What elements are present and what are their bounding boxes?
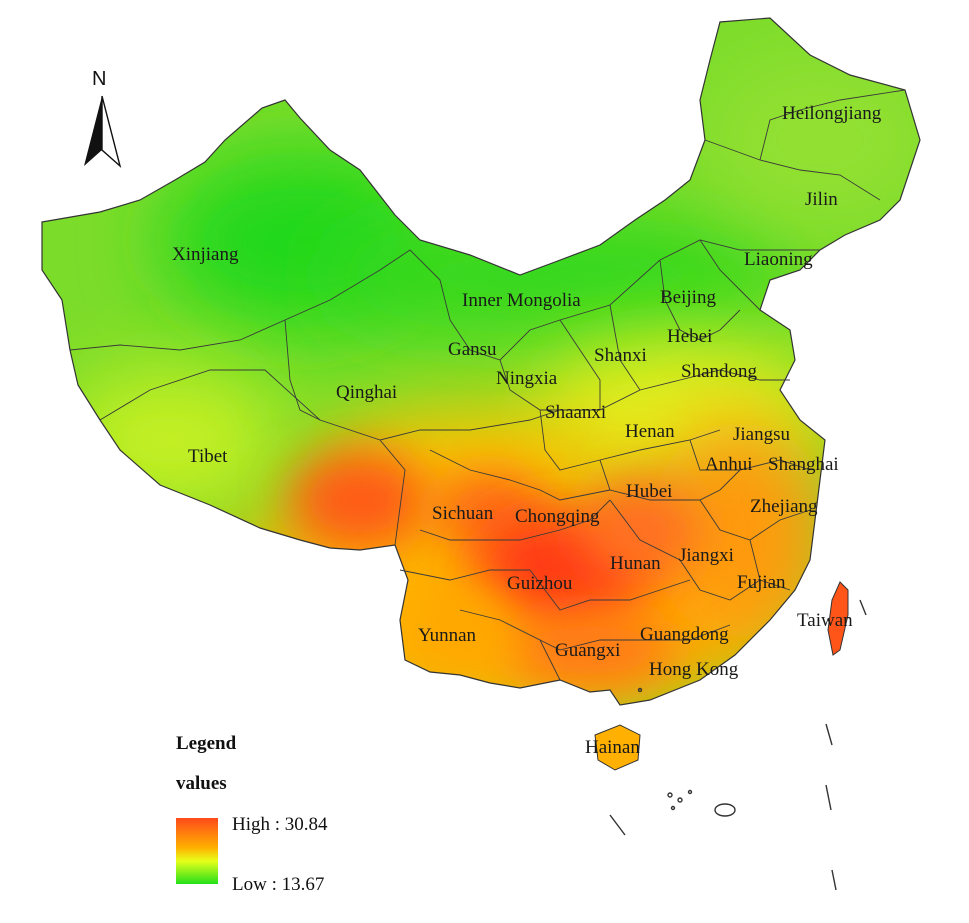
label-hunan: Hunan (610, 553, 661, 574)
north-label: N (92, 68, 107, 90)
label-inner-mongolia: Inner Mongolia (462, 290, 581, 311)
taiwan-island (827, 581, 849, 656)
legend-low-label: Low : 13.67 (232, 874, 325, 895)
legend-color-ramp (176, 818, 218, 884)
label-shandong: Shandong (681, 361, 758, 382)
label-beijing: Beijing (660, 287, 716, 308)
label-chongqing: Chongqing (515, 506, 600, 527)
label-tibet: Tibet (188, 446, 228, 467)
label-jilin: Jilin (805, 189, 838, 210)
label-zhejiang: Zhejiang (750, 496, 818, 517)
label-shanghai: Shanghai (768, 454, 839, 475)
label-heilongjiang: Heilongjiang (782, 103, 882, 124)
label-xinjiang: Xinjiang (172, 244, 239, 265)
label-henan: Henan (625, 421, 675, 442)
legend-title: Legend (176, 733, 237, 754)
hainan-island (594, 724, 641, 771)
label-sichuan: Sichuan (432, 503, 494, 524)
label-taiwan: Taiwan (797, 610, 853, 631)
label-shanxi: Shanxi (594, 345, 647, 366)
north-arrow-icon (84, 95, 122, 169)
label-jiangsu: Jiangsu (733, 424, 791, 445)
label-guangxi: Guangxi (555, 640, 620, 661)
label-hebei: Hebei (667, 326, 712, 347)
label-guangdong: Guangdong (640, 624, 729, 645)
label-yunnan: Yunnan (418, 625, 477, 646)
south-sea-marks (609, 599, 867, 891)
label-liaoning: Liaoning (744, 249, 813, 270)
label-fujian: Fujian (737, 572, 786, 593)
label-hubei: Hubei (626, 481, 672, 502)
label-anhui: Anhui (705, 454, 753, 475)
label-shaanxi: Shaanxi (545, 402, 606, 423)
label-qinghai: Qinghai (336, 382, 397, 403)
legend-high-label: High : 30.84 (232, 814, 328, 835)
label-guizhou: Guizhou (507, 573, 573, 594)
region-labels: Heilongjiang Jilin Liaoning Xinjiang Inn… (172, 103, 882, 758)
label-hong-kong: Hong Kong (649, 659, 739, 680)
country-outline (41, 17, 921, 706)
legend-subtitle: values (176, 773, 227, 794)
label-hainan: Hainan (585, 737, 640, 758)
label-gansu: Gansu (448, 339, 497, 360)
label-ningxia: Ningxia (496, 368, 558, 389)
label-jiangxi: Jiangxi (679, 545, 734, 566)
province-borders (69, 89, 906, 681)
